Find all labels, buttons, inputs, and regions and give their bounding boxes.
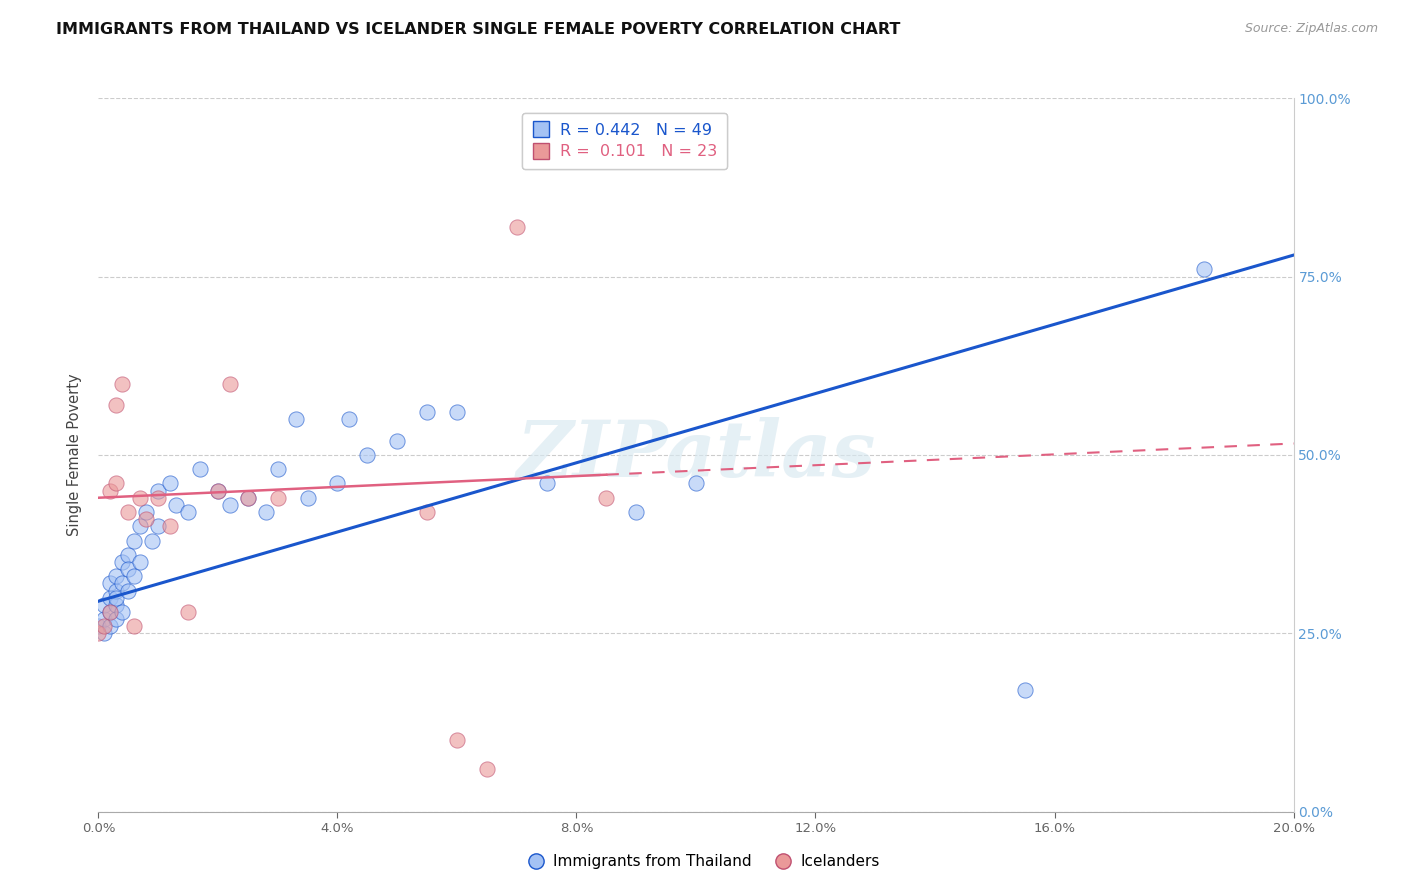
Point	[595, 491, 617, 505]
Point	[416, 405, 439, 419]
Point	[1192, 262, 1215, 277]
Point	[105, 591, 128, 605]
Point	[141, 533, 163, 548]
Point	[165, 498, 187, 512]
Point	[100, 576, 122, 591]
Y-axis label: Single Female Poverty: Single Female Poverty	[67, 374, 83, 536]
Point	[129, 519, 152, 533]
Point	[87, 626, 110, 640]
Point	[117, 583, 139, 598]
Point	[159, 519, 181, 533]
Point	[1014, 683, 1036, 698]
Point	[124, 533, 146, 548]
Point	[100, 605, 122, 619]
Text: ZIPatlas: ZIPatlas	[516, 417, 876, 493]
Point	[177, 505, 200, 519]
Point	[219, 498, 242, 512]
Point	[685, 476, 707, 491]
Point	[148, 491, 170, 505]
Point	[339, 412, 360, 426]
Point	[297, 491, 319, 505]
Point	[177, 605, 200, 619]
Point	[267, 462, 290, 476]
Point	[111, 576, 134, 591]
Point	[416, 505, 439, 519]
Point	[100, 605, 122, 619]
Point	[207, 483, 229, 498]
Point	[385, 434, 409, 448]
Point	[105, 598, 128, 612]
Point	[105, 398, 128, 412]
Point	[93, 626, 115, 640]
Point	[506, 219, 529, 234]
Legend: Immigrants from Thailand, Icelanders: Immigrants from Thailand, Icelanders	[520, 848, 886, 875]
Point	[117, 505, 139, 519]
Point	[105, 612, 128, 626]
Point	[100, 619, 122, 633]
Point	[93, 619, 115, 633]
Point	[326, 476, 349, 491]
Point	[117, 548, 139, 562]
Point	[117, 562, 139, 576]
Point	[124, 569, 146, 583]
Point	[219, 376, 242, 391]
Point	[207, 483, 229, 498]
Point	[124, 619, 146, 633]
Point	[111, 555, 134, 569]
Text: Source: ZipAtlas.com: Source: ZipAtlas.com	[1244, 22, 1378, 36]
Point	[188, 462, 211, 476]
Point	[536, 476, 558, 491]
Point	[105, 569, 128, 583]
Point	[135, 505, 157, 519]
Point	[135, 512, 157, 526]
Point	[129, 555, 152, 569]
Point	[100, 483, 122, 498]
Point	[475, 762, 498, 776]
Point	[236, 491, 259, 505]
Point	[87, 619, 110, 633]
Point	[100, 591, 122, 605]
Point	[105, 583, 128, 598]
Legend: R = 0.442   N = 49, R =  0.101   N = 23: R = 0.442 N = 49, R = 0.101 N = 23	[522, 113, 727, 169]
Point	[105, 476, 128, 491]
Point	[148, 519, 170, 533]
Point	[159, 476, 181, 491]
Point	[446, 733, 468, 747]
Point	[111, 376, 134, 391]
Point	[446, 405, 468, 419]
Point	[236, 491, 259, 505]
Point	[626, 505, 648, 519]
Point	[254, 505, 277, 519]
Point	[148, 483, 170, 498]
Point	[129, 491, 152, 505]
Text: IMMIGRANTS FROM THAILAND VS ICELANDER SINGLE FEMALE POVERTY CORRELATION CHART: IMMIGRANTS FROM THAILAND VS ICELANDER SI…	[56, 22, 901, 37]
Point	[93, 612, 115, 626]
Point	[356, 448, 378, 462]
Point	[111, 605, 134, 619]
Point	[284, 412, 307, 426]
Point	[93, 598, 115, 612]
Point	[267, 491, 290, 505]
